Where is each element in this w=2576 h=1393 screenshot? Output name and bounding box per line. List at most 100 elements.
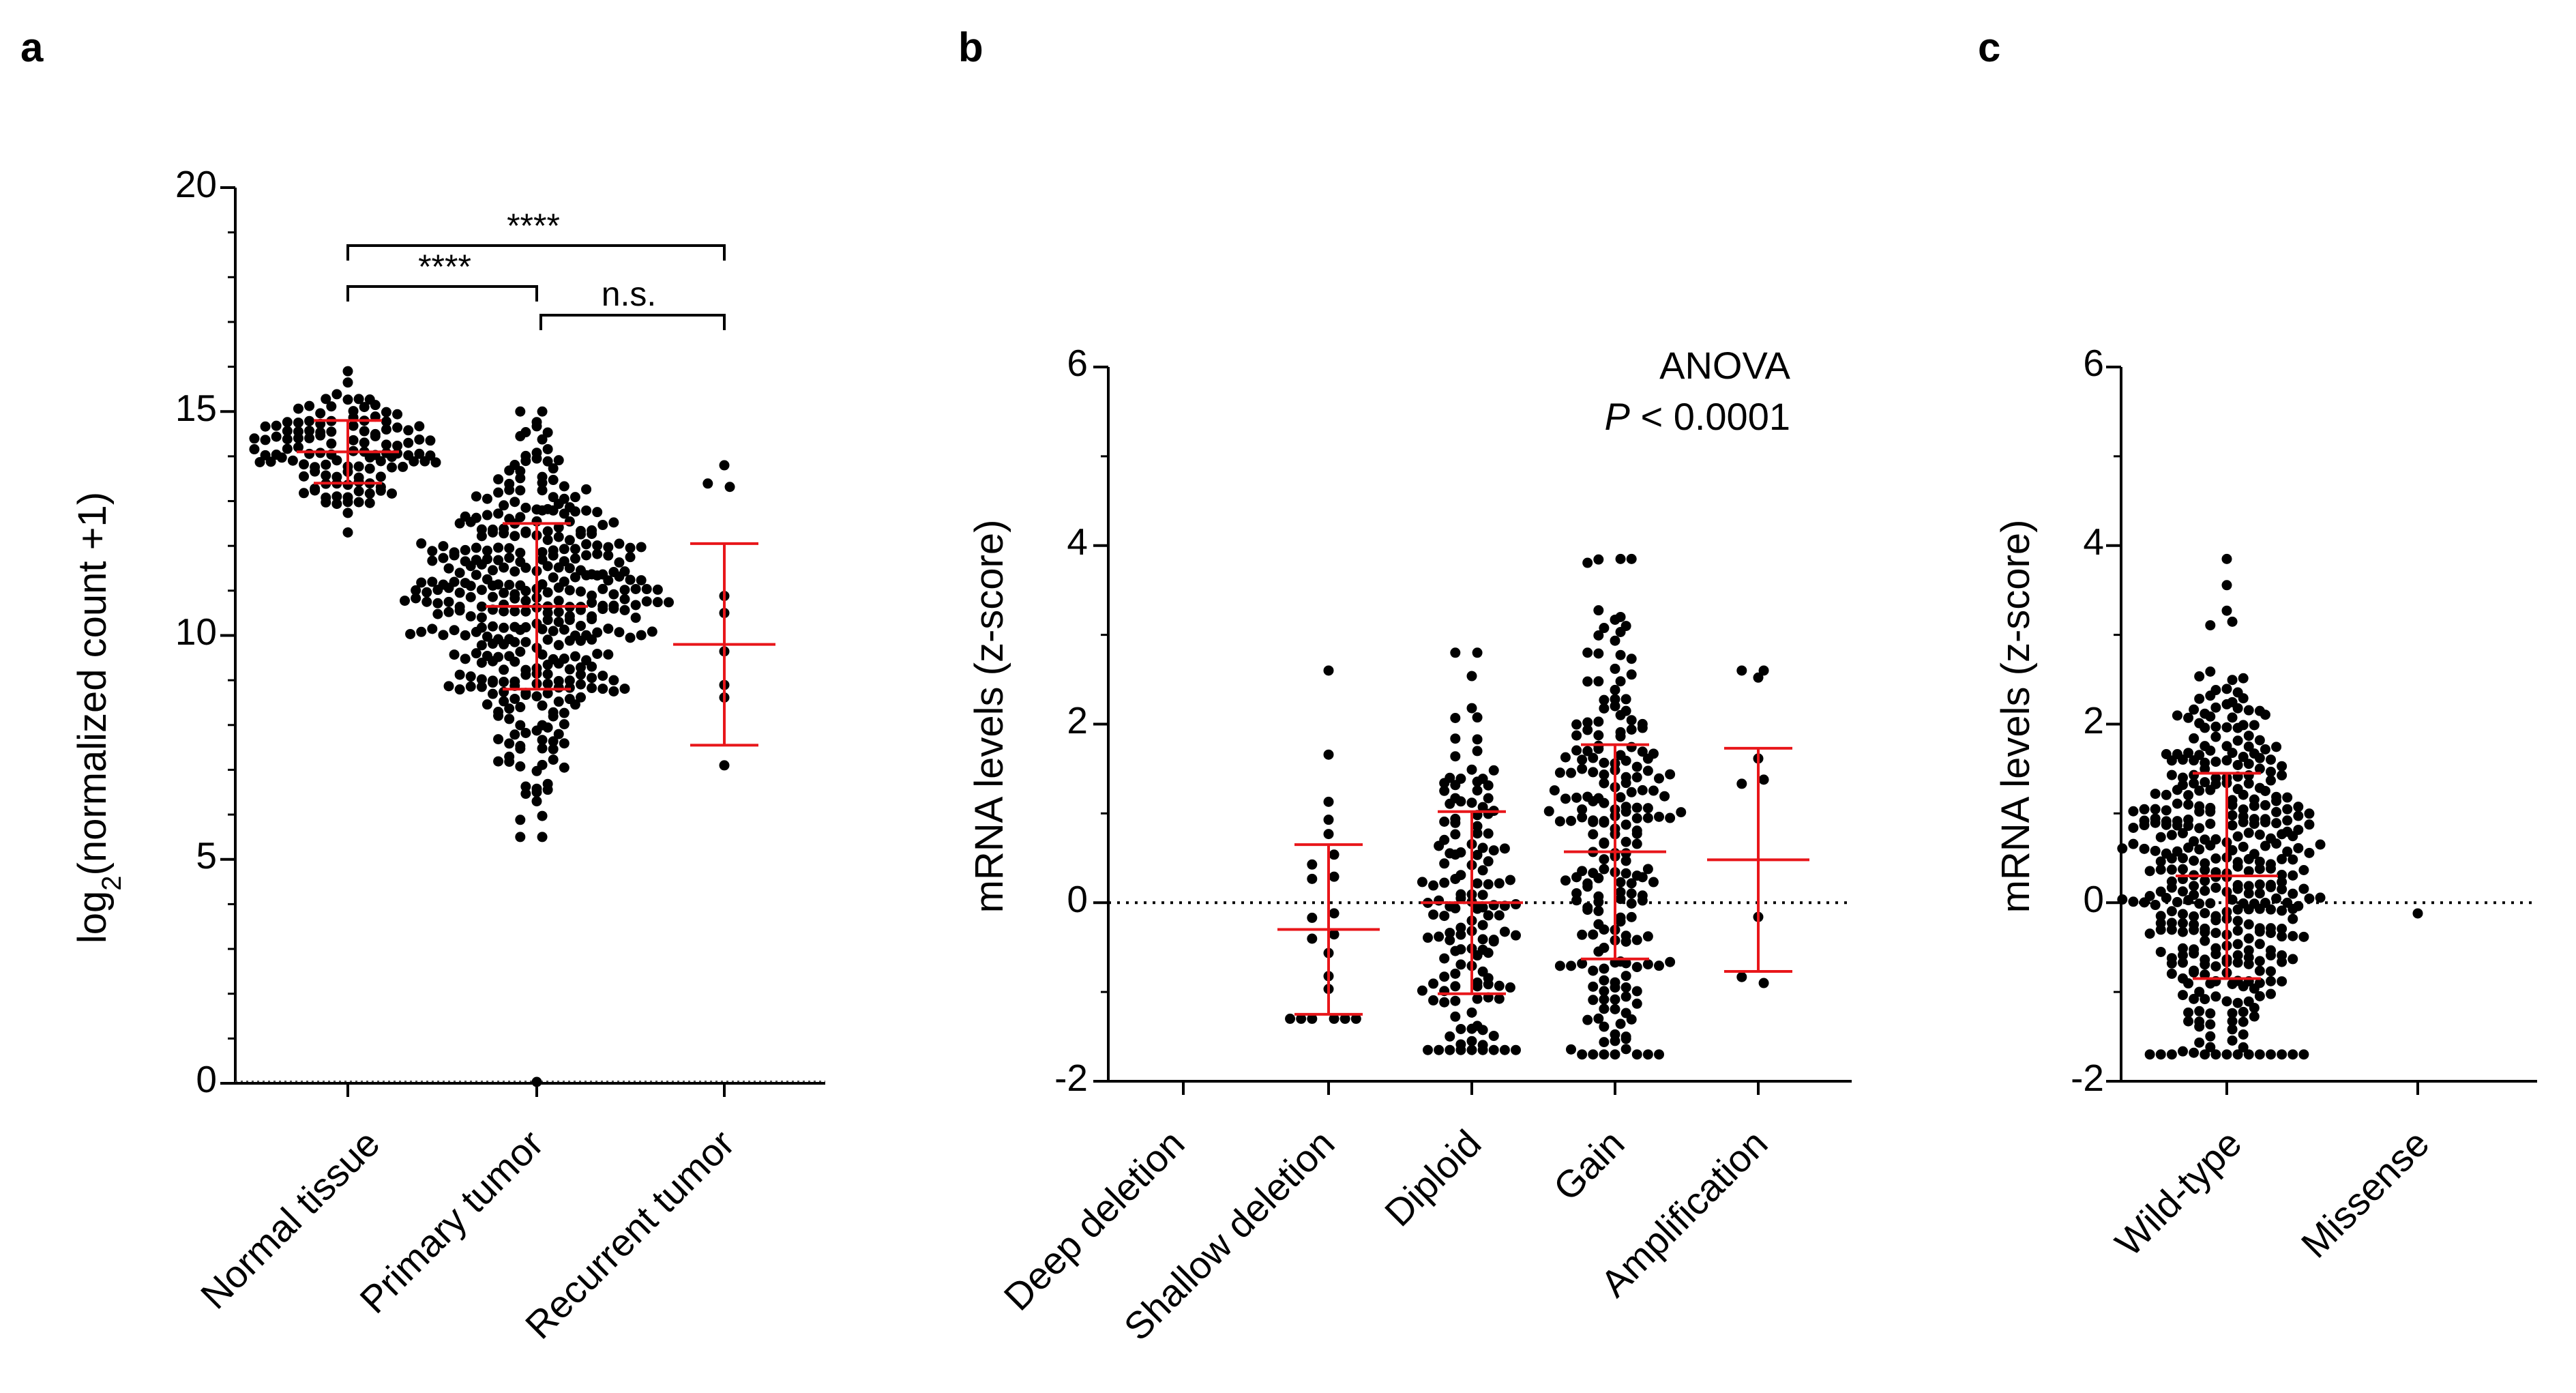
data-point <box>2304 808 2315 819</box>
data-point <box>630 583 641 594</box>
data-point <box>548 711 559 722</box>
data-point <box>1631 828 1642 839</box>
data-point <box>409 456 419 467</box>
data-point <box>614 538 625 549</box>
data-point <box>548 550 559 561</box>
data-point <box>2277 1049 2288 1060</box>
data-point <box>2161 819 2172 830</box>
data-point <box>2238 817 2249 827</box>
data-point <box>1307 912 1318 923</box>
data-point <box>2254 939 2265 950</box>
data-point <box>2232 703 2243 714</box>
data-point <box>1593 554 1604 565</box>
data-point <box>2210 961 2221 972</box>
data-point <box>592 627 603 638</box>
data-point <box>1610 1049 1620 1060</box>
data-point <box>2166 864 2177 875</box>
data-point <box>2227 810 2238 821</box>
data-point <box>537 485 548 496</box>
data-point <box>504 703 515 714</box>
y-tick-label: 2 <box>2083 699 2104 742</box>
data-point <box>425 435 436 446</box>
data-point <box>499 622 509 633</box>
data-point <box>2155 946 2166 957</box>
data-point <box>342 527 353 538</box>
data-point <box>2221 755 2232 766</box>
panel-label-c: c <box>1978 25 2000 70</box>
data-point <box>1582 647 1593 658</box>
data-point <box>1450 817 1461 828</box>
data-point <box>2227 712 2238 723</box>
data-point <box>293 403 304 414</box>
data-point <box>1554 767 1565 778</box>
data-point <box>1450 945 1461 956</box>
data-point <box>553 596 564 606</box>
data-point <box>2266 988 2276 999</box>
data-point <box>416 538 427 549</box>
data-point <box>1450 1011 1461 1022</box>
data-point <box>614 557 625 568</box>
data-point <box>375 471 386 482</box>
data-point <box>1610 982 1620 993</box>
data-point <box>2221 996 2232 1007</box>
data-point <box>488 688 498 699</box>
data-point <box>476 612 487 623</box>
data-point <box>509 566 520 577</box>
data-point <box>2254 879 2265 890</box>
data-point <box>1472 993 1483 1004</box>
data-point <box>260 421 271 432</box>
data-point <box>1560 752 1571 763</box>
data-point <box>652 597 663 608</box>
data-point <box>438 630 449 641</box>
data-point <box>564 516 575 527</box>
data-point <box>1620 819 1631 830</box>
data-point <box>597 684 608 694</box>
data-point <box>443 583 454 593</box>
data-point <box>1599 986 1610 997</box>
data-point <box>398 461 409 472</box>
data-point <box>2205 806 2216 817</box>
data-point <box>1615 877 1626 888</box>
data-point <box>2277 877 2288 888</box>
data-point <box>576 620 586 631</box>
y-axis-title-c: mRNA levels (z-score) <box>1994 520 2038 913</box>
data-point <box>2200 777 2210 788</box>
data-point <box>1428 978 1439 989</box>
data-point <box>2189 924 2200 935</box>
data-point <box>719 460 730 471</box>
data-point <box>1599 778 1610 789</box>
data-point <box>310 466 321 477</box>
data-point <box>531 765 542 776</box>
data-point <box>559 738 569 749</box>
data-point <box>1466 1023 1477 1034</box>
data-point <box>1323 749 1334 760</box>
data-point <box>647 626 657 637</box>
data-point <box>504 579 515 590</box>
data-point <box>2178 827 2188 838</box>
data-point <box>1439 816 1450 827</box>
data-point <box>1599 623 1610 634</box>
data-point <box>537 406 548 417</box>
data-point <box>537 735 548 746</box>
category-labels-a: Normal tissue Primary tumor Recurrent tu… <box>192 1121 743 1347</box>
data-point <box>326 426 337 437</box>
data-point <box>2232 1049 2243 1060</box>
data-point <box>581 550 592 561</box>
data-point <box>2178 918 2188 928</box>
data-point <box>460 630 471 641</box>
data-point <box>1483 780 1494 791</box>
data-point <box>515 406 526 417</box>
data-point <box>1599 924 1610 935</box>
data-point <box>2238 841 2249 852</box>
data-point <box>630 600 641 611</box>
data-point <box>353 497 364 508</box>
data-point <box>476 585 487 596</box>
data-point <box>471 570 482 581</box>
data-point <box>520 562 531 573</box>
data-point <box>2243 778 2254 789</box>
data-point <box>2238 1029 2249 1040</box>
data-point <box>504 714 515 724</box>
y-tick-labels-c: -2 0 2 4 6 <box>2071 342 2104 1099</box>
data-point <box>542 587 553 598</box>
data-point <box>542 722 553 733</box>
